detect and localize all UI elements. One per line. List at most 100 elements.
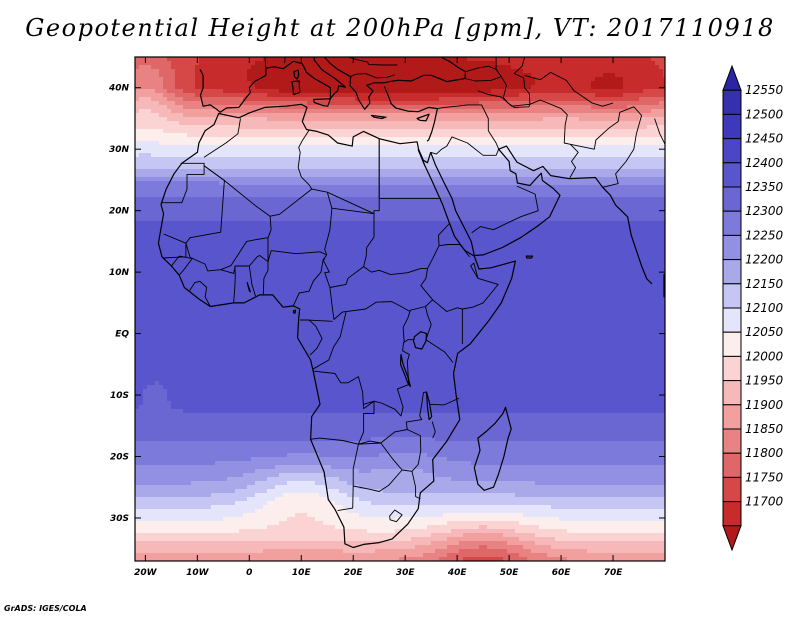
- colorbar-swatch: [722, 186, 742, 212]
- line-sardinia: [291, 80, 301, 96]
- line-togo-ghana: [248, 265, 256, 297]
- line-lake-victoria: [412, 331, 428, 350]
- y-axis: 40N 30N 20N 10N EQ 10S 20S 30S: [108, 84, 665, 524]
- colorbar-swatch: [722, 89, 742, 115]
- line-saudi-yemen: [471, 185, 539, 234]
- line-angola-namibia: [310, 437, 381, 445]
- colorbar-label: 12100: [745, 301, 784, 315]
- line-anatolia-levant: [383, 86, 438, 142]
- line-malawi-moz: [431, 421, 436, 439]
- line-crete: [370, 114, 387, 120]
- line-lake-tanganyika: [399, 353, 411, 387]
- colorbar-swatch: [722, 210, 742, 236]
- line-congo-drc: [312, 311, 347, 370]
- colorbar-label: 12500: [745, 107, 784, 121]
- line-corsica: [293, 69, 300, 80]
- y-tick-label: EQ: [115, 330, 129, 340]
- colorbar-label: 12450: [745, 132, 784, 146]
- line-caspian-west: [495, 57, 531, 108]
- line-moz-sa: [411, 471, 421, 500]
- colorbar-label: 12050: [745, 325, 784, 339]
- colorbar-swatch: [722, 162, 742, 188]
- line-gabon-congo: [300, 319, 323, 356]
- colorbar-label: 11850: [745, 422, 784, 436]
- line-pakistan-afghan: [570, 106, 642, 150]
- line-zambia-malawi-moz: [405, 391, 427, 430]
- colorbar-swatch: [722, 259, 742, 285]
- y-tick-label: 20N: [109, 207, 130, 217]
- line-lake-volta: [246, 282, 251, 293]
- line-eritrea-ethiopia: [438, 244, 470, 258]
- colorbar: 12550 12500 12450 12400 12350 12300 12250 12200…: [722, 64, 784, 552]
- plot-frame: [134, 56, 666, 562]
- colorbar-swatch: [722, 355, 742, 382]
- line-kenya-uganda-tz: [425, 306, 454, 363]
- line-iran-east: [477, 90, 579, 179]
- line-middle-east-1: [430, 136, 500, 156]
- line-lesotho: [389, 509, 403, 523]
- y-tick-label: 30S: [110, 514, 129, 524]
- line-balkans-2: [342, 57, 398, 66]
- colorbar-swatch: [722, 501, 742, 527]
- colorbar-label: 11750: [745, 470, 784, 484]
- line-ivory-liberia-guinea: [189, 280, 211, 307]
- y-tick-label: 10N: [109, 268, 130, 278]
- colorbar-label: 11900: [745, 398, 784, 412]
- line-cameroon: [293, 258, 326, 306]
- line-drc-angola: [313, 370, 375, 414]
- colorbar-swatch: [722, 452, 742, 478]
- colorbar-label: 12000: [745, 349, 784, 363]
- colorbar-label: 11950: [745, 374, 784, 388]
- line-bioko: [292, 309, 297, 314]
- colorbar-swatch: [722, 525, 742, 552]
- line-moz-tz: [429, 397, 460, 406]
- line-guinea: [171, 255, 193, 276]
- colorbar-label: 11700: [745, 495, 784, 509]
- line-africa: [157, 103, 516, 549]
- line-madagascar: [473, 406, 512, 491]
- colorbar-label: 12200: [745, 253, 784, 267]
- coastlines: [157, 57, 665, 549]
- line-europe-north: [264, 57, 267, 69]
- line-nigeria-benin: [262, 261, 269, 295]
- y-tick-label: 40N: [108, 84, 130, 94]
- colorbar-swatch: [722, 138, 742, 164]
- line-car-drc: [329, 287, 411, 320]
- x-tick-label: 10E: [292, 568, 312, 578]
- x-tick-label: 0: [246, 568, 252, 578]
- line-balkans: [349, 73, 395, 79]
- colorbar-swatch: [722, 404, 742, 430]
- x-tick-label: 30E: [396, 568, 416, 578]
- line-lake-malawi: [425, 391, 433, 421]
- chart-title: Geopotential Height at 200hPa [gpm], VT:…: [25, 14, 775, 42]
- line-morocco-algeria: [203, 118, 241, 158]
- colorbar-swatch: [722, 428, 742, 454]
- line-senegal: [162, 243, 187, 259]
- x-tick-label: 20E: [344, 568, 364, 578]
- line-sicily: [313, 98, 331, 107]
- colorbar-label: 12150: [745, 277, 784, 291]
- line-algeria-south: [203, 129, 313, 217]
- x-tick-label: 20W: [134, 568, 158, 578]
- colorbar-label: 12300: [745, 204, 784, 218]
- colorbar-swatch: [722, 113, 742, 140]
- line-mali: [185, 216, 272, 272]
- line-socotra: [525, 255, 534, 259]
- x-tick-label: 10W: [186, 568, 210, 578]
- colorbar-swatch: [722, 476, 742, 503]
- x-tick-label: 40E: [447, 568, 468, 578]
- colorbar-swatch: [722, 331, 742, 357]
- colorbar-swatch: [722, 234, 742, 261]
- grads-credit: GrADS: IGES/COLA: [4, 604, 87, 613]
- line-western-sahara: [161, 162, 205, 204]
- country-borders: [161, 57, 665, 523]
- x-tick-label: 60E: [552, 568, 572, 578]
- line-angola-zambia: [357, 413, 374, 445]
- colorbar-label: 12550: [745, 83, 784, 97]
- line-mauritania: [163, 165, 225, 244]
- x-axis: 20W 10W 0 10E 20E 30E 40E 50E 60E 70E: [134, 57, 623, 578]
- height-field: [135, 57, 665, 561]
- x-tick-label: 70E: [604, 568, 624, 578]
- line-europe-mediterranean: [265, 57, 466, 110]
